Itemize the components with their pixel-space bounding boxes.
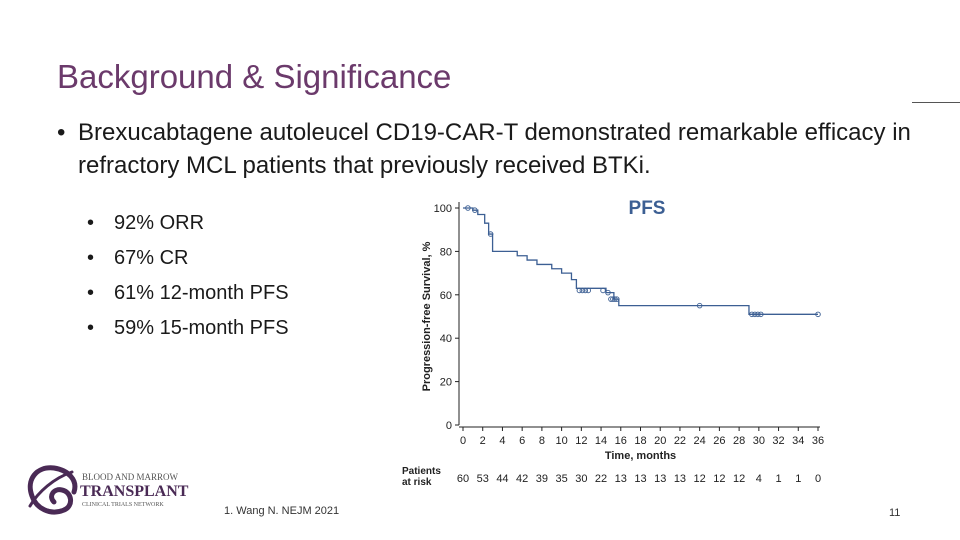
x-tick-label: 12 <box>575 435 587 447</box>
censor-mark <box>585 287 591 294</box>
at-risk-count: 12 <box>694 473 706 485</box>
censor-mark <box>610 296 616 302</box>
sub-bullet-list: • 92% ORR • 67% CR • 61% 12-month PFS • 59% … <box>87 206 289 346</box>
x-tick-label: 34 <box>792 435 804 447</box>
at-risk-count: 53 <box>477 473 489 485</box>
logo-swirl-accent-icon <box>28 470 74 508</box>
y-tick-label: 100 <box>434 203 452 215</box>
reference: 1. Wang N. NEJM 2021 <box>224 505 340 517</box>
censor-mark <box>758 311 764 318</box>
at-risk-count: 13 <box>654 473 666 485</box>
main-bullet-text: Brexucabtagene autoleucel CD19-CAR-T dem… <box>78 119 911 179</box>
sub-bullet-orr: • 92% ORR <box>87 206 289 241</box>
at-risk-count: 1 <box>775 473 781 485</box>
x-tick-label: 22 <box>674 435 686 447</box>
at-risk-label-line1: Patients <box>402 466 441 477</box>
x-tick-label: 0 <box>460 435 466 447</box>
at-risk-count: 12 <box>733 473 745 485</box>
censor-mark <box>614 296 620 302</box>
bullet-marker: • <box>57 119 66 146</box>
logo-swirl-icon <box>27 465 78 515</box>
y-tick-label: 20 <box>440 377 452 389</box>
x-tick-label: 18 <box>634 435 646 447</box>
pfs-chart: 0 20 40 60 80 100 0 2 4 6 8 10 12 14 16 18 20 22 24 26 28 30 3… <box>395 192 835 492</box>
at-risk-count: 12 <box>713 473 725 485</box>
censor-mark <box>612 296 618 302</box>
x-tick-label: 2 <box>480 435 486 447</box>
y-axis-label: Progression-free Survival, % <box>421 241 433 391</box>
x-tick-label: 24 <box>694 435 706 447</box>
logo-line2: TRANSPLANT <box>80 483 189 500</box>
censor-mark <box>472 207 478 213</box>
sub-bullet-text: 59% 15-month PFS <box>114 317 289 339</box>
at-risk-count: 13 <box>634 473 646 485</box>
bullet-marker: • <box>87 212 95 234</box>
at-risk-count: 39 <box>536 473 548 485</box>
y-tick-label: 40 <box>440 333 452 345</box>
sub-bullet-cr: • 67% CR <box>87 241 289 276</box>
bmt-ctn-logo: BLOOD AND MARROW TRANSPLANT CLINICAL TRI… <box>27 465 189 515</box>
x-tick-label: 28 <box>733 435 745 447</box>
x-tick-label: 30 <box>753 435 765 447</box>
censor-mark <box>605 289 611 296</box>
censor-mark <box>752 311 758 318</box>
chart-title: PFS <box>629 198 666 219</box>
censor-mark <box>755 311 761 318</box>
pfs-curve <box>463 207 818 315</box>
at-risk-count: 60 <box>457 473 469 485</box>
x-tick-label: 32 <box>772 435 784 447</box>
censor-mark <box>579 287 586 294</box>
censor-mark <box>815 311 821 318</box>
logo-line1: BLOOD AND MARROW <box>82 472 179 482</box>
at-risk-count: 13 <box>674 473 686 485</box>
x-tick-label: 4 <box>499 435 505 447</box>
x-tick-label: 6 <box>519 435 525 447</box>
x-tick-label: 16 <box>615 435 627 447</box>
at-risk-count: 4 <box>756 473 762 485</box>
sub-bullet-text: 61% 12-month PFS <box>114 282 289 304</box>
at-risk-label-line2: at risk <box>402 477 432 488</box>
x-tick-label: 14 <box>595 435 607 447</box>
censor-mark <box>749 311 755 318</box>
y-tick-label: 60 <box>440 290 452 302</box>
x-tick-label: 26 <box>713 435 725 447</box>
bullet-marker: • <box>87 247 95 269</box>
logo-line3: CLINICAL TRIALS NETWORK <box>82 502 164 508</box>
sub-bullet-15m-pfs: • 59% 15-month PFS <box>87 311 289 346</box>
title-rule <box>912 102 960 103</box>
censor-mark <box>696 302 703 309</box>
censor-mark <box>487 231 494 237</box>
censor-mark <box>582 287 589 294</box>
sub-bullet-text: 92% ORR <box>114 212 205 234</box>
x-tick-label: 8 <box>539 435 545 447</box>
at-risk-count: 1 <box>795 473 801 485</box>
sub-bullet-12m-pfs: • 61% 12-month PFS <box>87 276 289 311</box>
at-risk-count: 30 <box>575 473 587 485</box>
x-axis-label: Time, months <box>605 450 676 462</box>
at-risk-count: 35 <box>555 473 567 485</box>
bullet-marker: • <box>87 282 95 304</box>
sub-bullet-text: 67% CR <box>114 247 189 269</box>
censor-mark <box>608 296 614 302</box>
main-bullet: • Brexucabtagene autoleucel CD19-CAR-T d… <box>57 116 937 182</box>
page-number: 11 <box>889 507 901 519</box>
bullet-marker: • <box>87 317 95 339</box>
y-tick-label: 0 <box>446 420 452 432</box>
at-risk-count: 22 <box>595 473 607 485</box>
x-tick-label: 36 <box>812 435 824 447</box>
at-risk-count: 0 <box>815 473 821 485</box>
at-risk-count: 44 <box>496 473 508 485</box>
at-risk-count: 42 <box>516 473 528 485</box>
slide-title: Background & Significance <box>57 58 452 95</box>
x-tick-label: 20 <box>654 435 666 447</box>
censor-mark <box>600 287 606 294</box>
censor-mark <box>576 287 583 294</box>
censor-mark <box>465 205 471 211</box>
y-tick-label: 80 <box>440 246 452 258</box>
at-risk-count: 13 <box>615 473 627 485</box>
x-tick-label: 10 <box>555 435 567 447</box>
